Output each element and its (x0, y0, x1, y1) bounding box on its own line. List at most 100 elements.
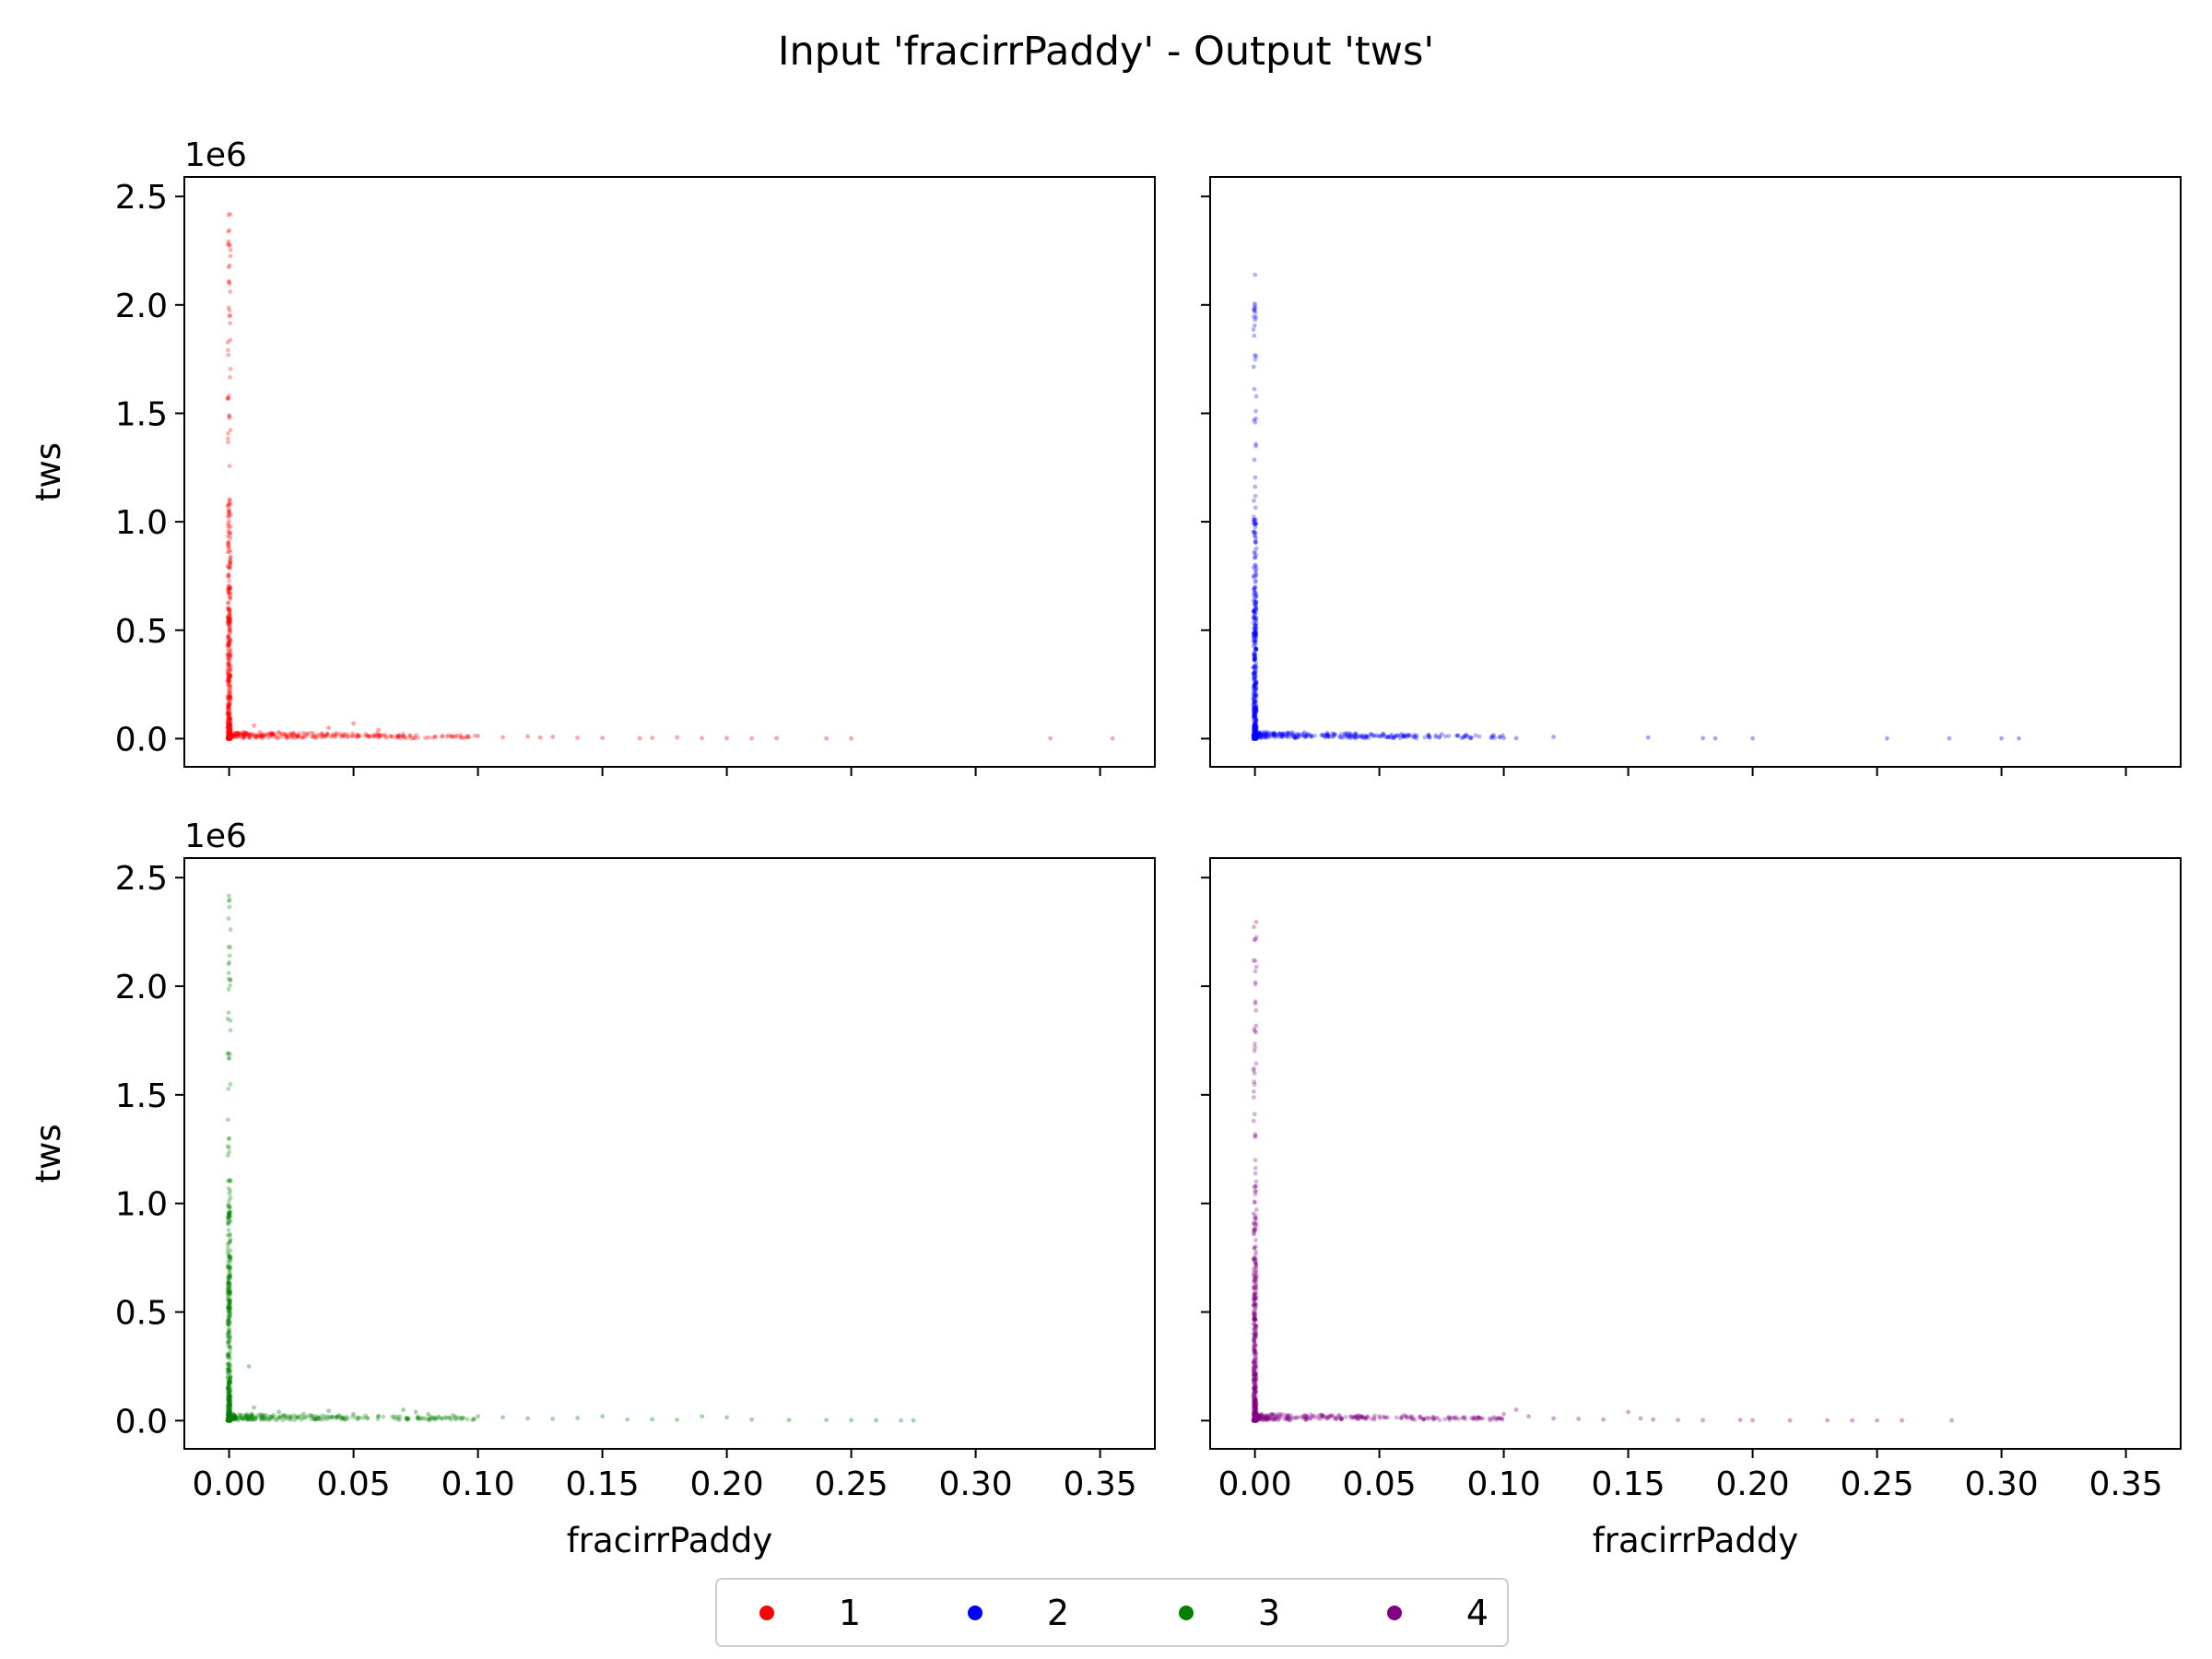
data-point (1369, 1416, 1374, 1421)
data-point (307, 1413, 312, 1418)
data-point (1251, 1358, 1256, 1363)
data-point (243, 1413, 249, 1418)
data-point (1251, 1066, 1256, 1071)
data-point (1405, 1416, 1410, 1421)
data-point (387, 734, 393, 739)
data-point (1363, 734, 1369, 739)
data-point (228, 559, 233, 563)
data-point (1252, 1418, 1257, 1422)
data-point (1258, 735, 1264, 740)
data-point (226, 1411, 231, 1417)
data-point (225, 1321, 230, 1325)
data-point (253, 1415, 259, 1420)
data-point (1253, 634, 1258, 640)
data-point (1252, 1371, 1256, 1377)
data-point (1253, 540, 1258, 545)
data-point (226, 675, 231, 679)
data-point (1252, 1071, 1257, 1076)
data-point (267, 1414, 273, 1419)
data-point (227, 628, 232, 633)
data-point (301, 731, 306, 735)
data-point (361, 1416, 366, 1420)
data-point (1253, 531, 1258, 536)
data-point (384, 735, 389, 740)
data-point (459, 1417, 464, 1422)
data-point (1252, 732, 1256, 737)
data-point (1252, 1257, 1256, 1263)
data-point (1551, 1416, 1556, 1421)
data-point (1294, 1415, 1299, 1420)
data-point (1273, 1416, 1277, 1421)
data-point (575, 1416, 580, 1420)
data-point (1252, 734, 1257, 739)
data-point (1253, 707, 1259, 712)
data-point (228, 1219, 233, 1224)
data-point (1253, 1343, 1258, 1348)
data-point (227, 721, 232, 726)
data-point (225, 725, 230, 731)
legend-entry-3: 3 (1179, 1593, 1280, 1633)
data-point (1253, 590, 1258, 595)
data-point (225, 1339, 230, 1345)
data-point (225, 1418, 230, 1423)
data-point (227, 558, 232, 563)
data-point (320, 731, 325, 736)
data-point (1252, 725, 1257, 731)
data-point (300, 1416, 306, 1421)
data-point (1253, 732, 1259, 737)
data-point (464, 735, 468, 740)
data-point (1264, 1415, 1269, 1419)
data-point (1253, 710, 1258, 714)
data-point (227, 1218, 232, 1223)
data-point (226, 734, 231, 738)
data-point (1252, 1407, 1257, 1413)
data-point (225, 1287, 230, 1292)
data-point (227, 702, 232, 708)
data-point (1253, 1317, 1258, 1323)
data-point (227, 701, 232, 707)
data-point (229, 732, 235, 737)
data-point (1253, 475, 1258, 480)
data-point (226, 725, 231, 731)
data-point (227, 1302, 232, 1308)
x-tick-label: 0.20 (1716, 1465, 1790, 1503)
data-point (226, 736, 231, 741)
data-point (228, 321, 232, 326)
data-point (274, 735, 279, 740)
data-point (1251, 724, 1256, 730)
data-point (226, 502, 231, 508)
axes-frame (1209, 857, 2182, 1450)
data-point (227, 1394, 232, 1399)
data-point (453, 1414, 458, 1419)
data-point (253, 735, 259, 740)
data-point (227, 1275, 232, 1279)
data-point (1327, 1414, 1332, 1419)
data-point (1300, 732, 1306, 736)
data-point (1253, 731, 1258, 735)
data-point (1292, 734, 1298, 739)
data-point (259, 1412, 265, 1418)
data-point (1253, 724, 1258, 729)
data-point (225, 1265, 230, 1270)
data-point (1395, 733, 1400, 738)
data-point (1253, 1397, 1257, 1403)
data-point (1253, 735, 1258, 739)
data-point (1251, 575, 1256, 581)
data-point (1304, 1413, 1310, 1418)
data-point (1433, 1416, 1438, 1421)
data-point (1252, 457, 1257, 463)
data-point (227, 1412, 232, 1418)
data-point (1427, 735, 1431, 740)
data-point (1426, 733, 1431, 737)
data-point (1251, 1266, 1256, 1272)
data-point (226, 734, 231, 739)
data-point (1253, 690, 1258, 696)
data-point (1252, 587, 1256, 592)
data-point (1253, 699, 1257, 704)
data-point (226, 731, 231, 736)
data-point (1252, 1372, 1257, 1378)
data-point (227, 1364, 232, 1370)
data-point (1253, 735, 1258, 741)
data-point (228, 683, 233, 688)
data-point (1252, 684, 1257, 688)
